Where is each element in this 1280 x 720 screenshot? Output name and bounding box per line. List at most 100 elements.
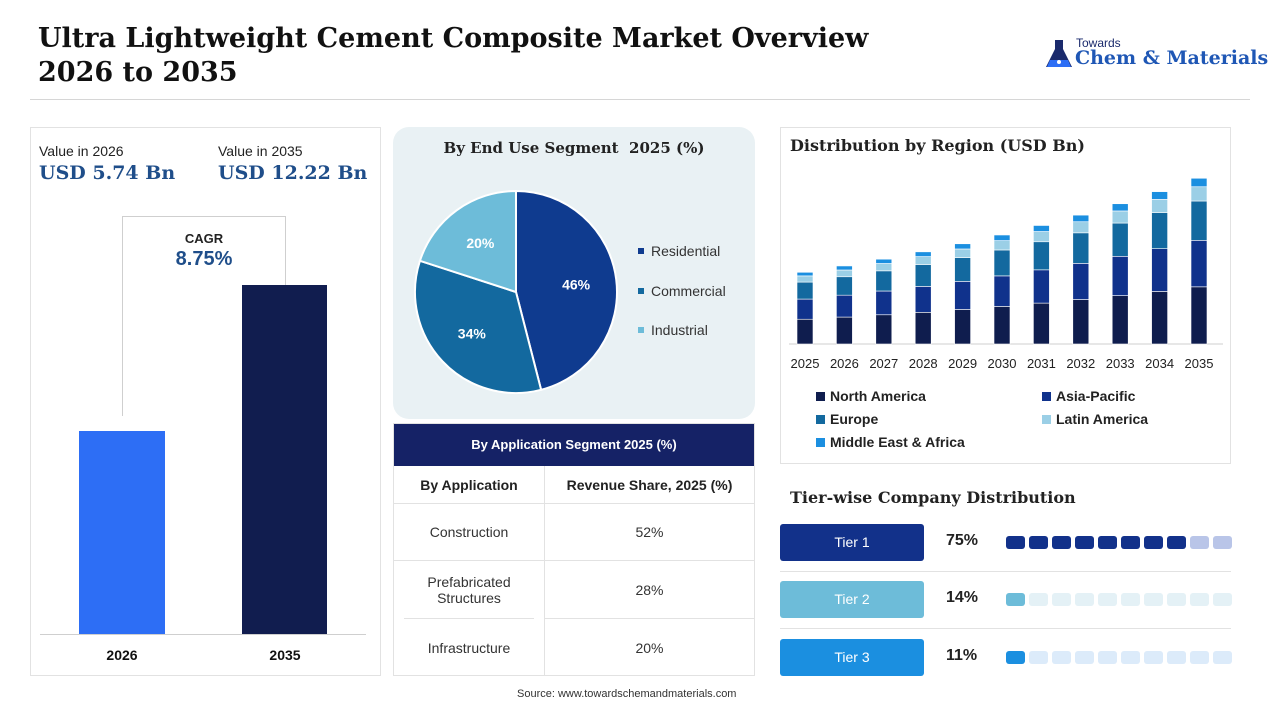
tier-2-percentage: 14% (946, 589, 979, 606)
region-bar-2027-north-america (875, 314, 893, 345)
region-bar-2027-middle-east-africa (875, 258, 893, 264)
legend-industrial: Industrial (638, 322, 708, 338)
region-bar-2026-middle-east-africa (836, 265, 853, 271)
legend-industrial-label: Industrial (651, 322, 708, 338)
region-x-tick-2025: 2025 (791, 356, 820, 371)
region-bar-2033-asia-pacific (1111, 256, 1129, 296)
table-row-divider (394, 560, 544, 561)
tier-3-dot (1213, 651, 1232, 664)
tier-1-dot (1029, 536, 1048, 549)
tier-3-dot (1098, 651, 1117, 664)
region-bar-2028-latin-america (914, 256, 932, 265)
application-table: By Application Segment 2025 (%) By Appli… (393, 423, 755, 676)
tier-1-dot (1121, 536, 1140, 549)
region-bar-2026-europe (836, 276, 853, 296)
table-row-construction-share: 52% (544, 504, 755, 561)
region-bar-2035-middle-east-africa (1190, 177, 1208, 188)
legend-commercial-label: Commercial (651, 283, 726, 299)
tier-separator (780, 628, 1231, 629)
end-use-pie-chart: 46% 34% 20% (414, 189, 618, 394)
region-bar-2026-latin-america (836, 269, 853, 278)
flask-icon (1046, 40, 1072, 67)
pie-label-commercial: 34% (458, 325, 487, 341)
region-bar-2029-north-america (954, 309, 971, 345)
region-legend-middle-east-africa-label: Middle East & Africa (830, 434, 965, 450)
tier-2-dot (1006, 593, 1025, 606)
region-bar-2030-latin-america (993, 240, 1011, 251)
tier-2-dot (1029, 593, 1048, 606)
region-bar-2030-north-america (993, 306, 1011, 345)
region-legend-europe-label: Europe (830, 411, 879, 427)
region-legend-latin-america: Latin America (1042, 411, 1148, 427)
tier-3-label[interactable]: Tier 3 (780, 639, 924, 676)
region-x-tick-2030: 2030 (988, 356, 1017, 371)
tier-1-dot (1006, 536, 1025, 549)
region-bar-2028-middle-east-africa (914, 251, 932, 257)
region-bar-2031-asia-pacific (1033, 269, 1050, 304)
region-bar-2026-asia-pacific (836, 294, 853, 318)
region-legend-asia-pacific-swatch (1042, 391, 1051, 401)
tier-2-dot (1121, 593, 1140, 606)
region-bar-2032-europe (1072, 232, 1090, 264)
application-table-title: By Application Segment 2025 (%) (394, 424, 754, 466)
region-legend-asia-pacific: Asia-Pacific (1042, 388, 1135, 404)
table-header-share: Revenue Share, 2025 (%) (544, 466, 755, 504)
pie-slice-industrial (418, 189, 517, 294)
region-x-tick-2028: 2028 (909, 356, 938, 371)
table-row-construction-name: Construction (394, 504, 544, 561)
region-bar-2031-middle-east-africa (1033, 225, 1050, 232)
bar-2026 (79, 431, 165, 634)
region-legend-europe: Europe (816, 411, 878, 427)
region-legend-europe-swatch (816, 414, 825, 424)
logo-text-small: Towards (1076, 36, 1121, 50)
region-bar-2031-north-america (1033, 302, 1050, 345)
region-bar-2033-europe (1111, 222, 1129, 257)
region-bar-2028-asia-pacific (914, 286, 932, 313)
region-legend-latin-america-label: Latin America (1056, 411, 1149, 427)
region-bar-2030-asia-pacific (993, 275, 1011, 307)
tier-2-label[interactable]: Tier 2 (780, 581, 924, 618)
region-legend-north-america-label: North America (830, 388, 926, 404)
tier-3-dot (1029, 651, 1048, 664)
tier-3-dot (1075, 651, 1094, 664)
region-legend-north-america-swatch (816, 391, 825, 401)
table-row-prefab-name: Prefabricated Structures (404, 561, 534, 619)
bar-2026-year-label: 2026 (106, 647, 138, 663)
page-title-line2: 2026 to 2035 (38, 57, 238, 88)
region-bar-2033-north-america (1111, 295, 1129, 345)
legend-commercial: Commercial (638, 283, 726, 299)
tier-3-dot (1052, 651, 1071, 664)
region-chart-title: Distribution by Region (USD Bn) (790, 136, 1085, 155)
region-bar-2033-latin-america (1111, 210, 1129, 224)
region-x-tick-2033: 2033 (1106, 356, 1135, 371)
region-bar-2025-middle-east-africa (796, 271, 814, 277)
region-bar-2030-middle-east-africa (993, 234, 1011, 241)
region-bar-2028-north-america (914, 312, 932, 345)
value-2035-amount: USD 12.22 Bn (218, 162, 368, 184)
region-bar-2029-latin-america (954, 248, 971, 258)
region-bar-2029-asia-pacific (954, 281, 971, 310)
value-2035-label: Value in 2035 (218, 143, 303, 159)
end-use-pie-title: By End Use Segment 2025 (%) (443, 139, 705, 157)
tier-2-dot (1190, 593, 1209, 606)
pie-label-residential: 46% (562, 276, 591, 292)
page-title-line1: Ultra Lightweight Cement Composite Marke… (38, 23, 869, 54)
region-bar-2029-europe (954, 257, 971, 282)
value-2026-amount: USD 5.74 Bn (39, 162, 176, 184)
tier-1-label[interactable]: Tier 1 (780, 524, 924, 561)
tier-1-dot (1144, 536, 1163, 549)
region-bar-2026-north-america (836, 316, 853, 345)
tier-3-percentage: 11% (946, 647, 978, 664)
header-divider (30, 99, 1250, 100)
tier-2-dot (1213, 593, 1232, 606)
tier-2-dot (1167, 593, 1186, 606)
brand-logo[interactable]: Towards Chem & Materials (1044, 36, 1268, 76)
region-x-tick-2027: 2027 (869, 356, 898, 371)
region-bar-2031-latin-america (1033, 231, 1050, 243)
region-bar-2032-latin-america (1072, 221, 1090, 234)
table-header-application: By Application (394, 466, 544, 504)
end-use-pie-panel: By End Use Segment 2025 (%) 46% 34% 20% Re… (393, 127, 755, 419)
region-bar-2027-asia-pacific (875, 290, 893, 316)
tier-separator (780, 571, 1231, 572)
tier-2-dot (1075, 593, 1094, 606)
